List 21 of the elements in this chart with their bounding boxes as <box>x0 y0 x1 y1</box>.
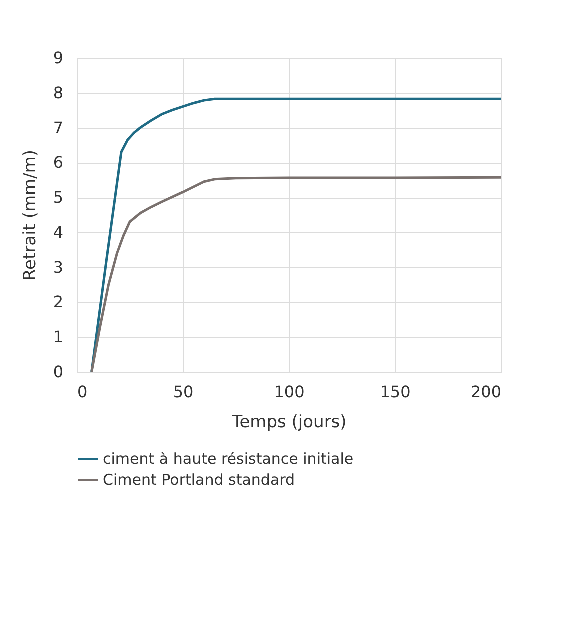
x-tick-label: 150 <box>380 382 411 402</box>
y-tick-label: 7 <box>53 118 64 138</box>
y-tick-label: 4 <box>53 222 64 242</box>
legend-label: Ciment Portland standard <box>103 471 296 489</box>
x-tick-label: 200 <box>470 382 502 402</box>
y-axis-title: Retrait (mm/m) <box>20 150 40 282</box>
y-tick-label: 0 <box>53 362 64 382</box>
y-tick-label: 1 <box>53 328 64 347</box>
legend-label: ciment à haute résistance initiale <box>103 450 354 468</box>
line-series <box>90 98 502 374</box>
x-tick-label: 0 <box>78 382 88 402</box>
x-tick-label: 100 <box>274 382 305 402</box>
line-series <box>90 176 502 374</box>
y-tick-label: 3 <box>53 258 64 277</box>
y-tick-label: 5 <box>53 188 64 208</box>
y-tick-label: 6 <box>53 153 64 172</box>
y-tick-label: 9 <box>53 48 64 68</box>
x-axis-title: Temps (jours) <box>231 412 347 432</box>
y-tick-label: 8 <box>53 83 64 102</box>
x-tick-label: 50 <box>173 382 194 402</box>
y-tick-label: 2 <box>53 292 64 312</box>
